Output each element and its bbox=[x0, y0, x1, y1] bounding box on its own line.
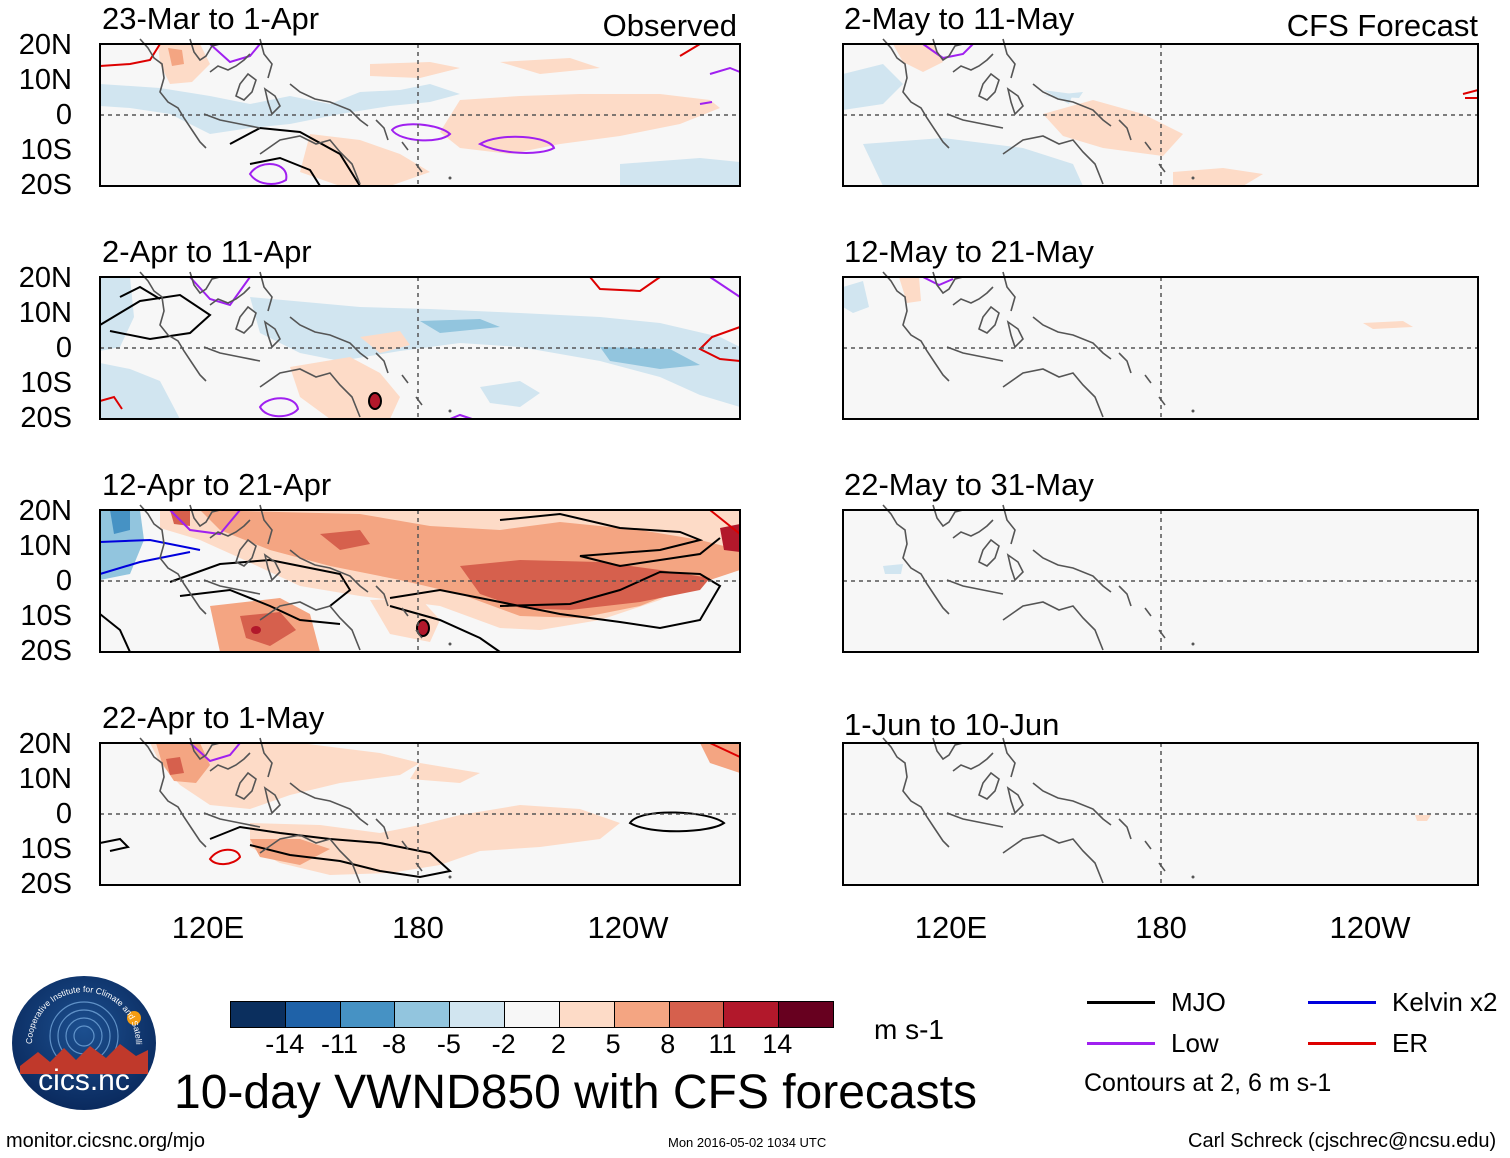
lon-label-120e-left: 120E bbox=[171, 910, 245, 945]
contour-note: Contours at 2, 6 m s-1 bbox=[1084, 1069, 1332, 1097]
colorbar-segment bbox=[669, 1002, 725, 1027]
legend-line-kelvin bbox=[1308, 1001, 1376, 1004]
lat-label: 0 bbox=[55, 99, 72, 131]
legend-line-mjo bbox=[1087, 1001, 1155, 1004]
legend-line-low bbox=[1087, 1042, 1155, 1045]
map-panel-obs-2 bbox=[99, 271, 741, 420]
lat-label: 10N bbox=[18, 763, 72, 795]
colorbar-tick-label: 11 bbox=[708, 1029, 737, 1059]
legend-label-mjo: MJO bbox=[1171, 987, 1226, 1017]
colorbar-segment bbox=[450, 1002, 506, 1027]
colorbar-segment bbox=[559, 1002, 615, 1027]
observed-label: Observed bbox=[602, 8, 737, 43]
panel-title-fcst-4: 1-Jun to 10-Jun bbox=[844, 707, 1060, 742]
colorbar-segment bbox=[779, 1002, 833, 1027]
colorbar bbox=[230, 1001, 834, 1028]
colorbar-tick-label: -14 bbox=[265, 1029, 305, 1059]
legend-line-er bbox=[1308, 1042, 1376, 1045]
colorbar-tick-label: 2 bbox=[550, 1029, 566, 1059]
lat-label: 20N bbox=[18, 495, 72, 527]
panel-title-obs-2: 2-Apr to 11-Apr bbox=[102, 234, 312, 269]
panel-title-fcst-2: 12-May to 21-May bbox=[844, 234, 1094, 269]
lat-label: 20S bbox=[20, 169, 72, 201]
lat-label: 10N bbox=[18, 297, 72, 329]
colorbar-tick-label: 14 bbox=[762, 1029, 793, 1059]
lat-label: 10N bbox=[18, 64, 72, 96]
map-panel-fcst-4 bbox=[842, 737, 1479, 886]
colorbar-tick-label: -2 bbox=[491, 1029, 516, 1059]
lat-label: 10S bbox=[20, 134, 72, 166]
colorbar-tick-label: -5 bbox=[436, 1029, 461, 1059]
legend-label-er: ER bbox=[1392, 1028, 1429, 1058]
footer-author: Carl Schreck (cjschrec@ncsu.edu) bbox=[1188, 1130, 1497, 1152]
lon-label-180-left: 180 bbox=[392, 910, 444, 945]
footer-timestamp: Mon 2016-05-02 1034 UTC bbox=[668, 1135, 827, 1150]
lat-label: 10S bbox=[20, 600, 72, 632]
contours bbox=[99, 276, 741, 420]
lat-label: 20N bbox=[18, 728, 72, 760]
lon-label-180-right: 180 bbox=[1135, 910, 1187, 945]
contours bbox=[99, 509, 741, 653]
map-panel-obs-3 bbox=[99, 504, 741, 653]
colorbar-segment bbox=[285, 1002, 341, 1027]
anomaly-fill bbox=[883, 564, 903, 574]
colorbar-tick-label: 5 bbox=[605, 1029, 621, 1059]
map-panel-fcst-3 bbox=[842, 504, 1479, 653]
colorbar-segment bbox=[395, 1002, 451, 1027]
legend-label-kelvin: Kelvin x2 bbox=[1392, 987, 1498, 1017]
anomaly-fill bbox=[100, 510, 740, 652]
map-panel-obs-1 bbox=[99, 38, 741, 187]
map-panel-fcst-2 bbox=[842, 271, 1479, 420]
anomaly-fill bbox=[843, 44, 1263, 186]
logo-text: cics.nc bbox=[38, 1064, 130, 1097]
lat-label: 0 bbox=[55, 798, 72, 830]
colorbar-segment bbox=[340, 1002, 396, 1027]
panel-title-fcst-3: 22-May to 31-May bbox=[844, 467, 1094, 502]
lat-label: 10S bbox=[20, 367, 72, 399]
colorbar-tick-label: -8 bbox=[382, 1029, 407, 1059]
legend-label-low: Low bbox=[1171, 1028, 1219, 1058]
anomaly-fill bbox=[1415, 815, 1431, 821]
anomaly-fill bbox=[100, 44, 740, 186]
lon-label-120w-left: 120W bbox=[587, 910, 669, 945]
colorbar-segment bbox=[614, 1002, 670, 1027]
main-title: 10-day VWND850 with CFS forecasts bbox=[174, 1066, 977, 1119]
lat-label: 20S bbox=[20, 402, 72, 434]
panel-title-obs-1: 23-Mar to 1-Apr bbox=[102, 1, 320, 36]
lat-label: 0 bbox=[55, 565, 72, 597]
lat-label: 20N bbox=[18, 29, 72, 61]
lat-label: 0 bbox=[55, 332, 72, 364]
cfs-forecast-label: CFS Forecast bbox=[1286, 8, 1478, 43]
map-panel-fcst-1 bbox=[842, 38, 1479, 187]
contours bbox=[99, 43, 741, 187]
panel-title-obs-3: 12-Apr to 21-Apr bbox=[102, 467, 332, 502]
colorbar-tick-label: 8 bbox=[660, 1029, 676, 1059]
lon-label-120w-right: 120W bbox=[1329, 910, 1411, 945]
anomaly-fill bbox=[843, 277, 1413, 329]
lat-label: 10S bbox=[20, 833, 72, 865]
lat-label: 20S bbox=[20, 868, 72, 900]
cics-logo: cics.nc Cooperative Institute for Climat… bbox=[8, 966, 156, 1110]
panel-title-fcst-1: 2-May to 11-May bbox=[844, 1, 1075, 36]
colorbar-segment bbox=[231, 1002, 286, 1027]
lon-label-120e-right: 120E bbox=[914, 910, 988, 945]
contours bbox=[922, 276, 954, 287]
panel-title-obs-4: 22-Apr to 1-May bbox=[102, 700, 325, 735]
map-panel-obs-4 bbox=[99, 737, 741, 886]
footer-url: monitor.cicsnc.org/mjo bbox=[6, 1130, 205, 1152]
colorbar-tick-label: -11 bbox=[320, 1029, 358, 1059]
lat-label: 20S bbox=[20, 635, 72, 667]
lat-label: 10N bbox=[18, 530, 72, 562]
colorbar-segment bbox=[505, 1002, 560, 1027]
lat-label: 20N bbox=[18, 262, 72, 294]
colorbar-unit: m s-1 bbox=[874, 1014, 944, 1045]
colorbar-segment bbox=[724, 1002, 780, 1027]
